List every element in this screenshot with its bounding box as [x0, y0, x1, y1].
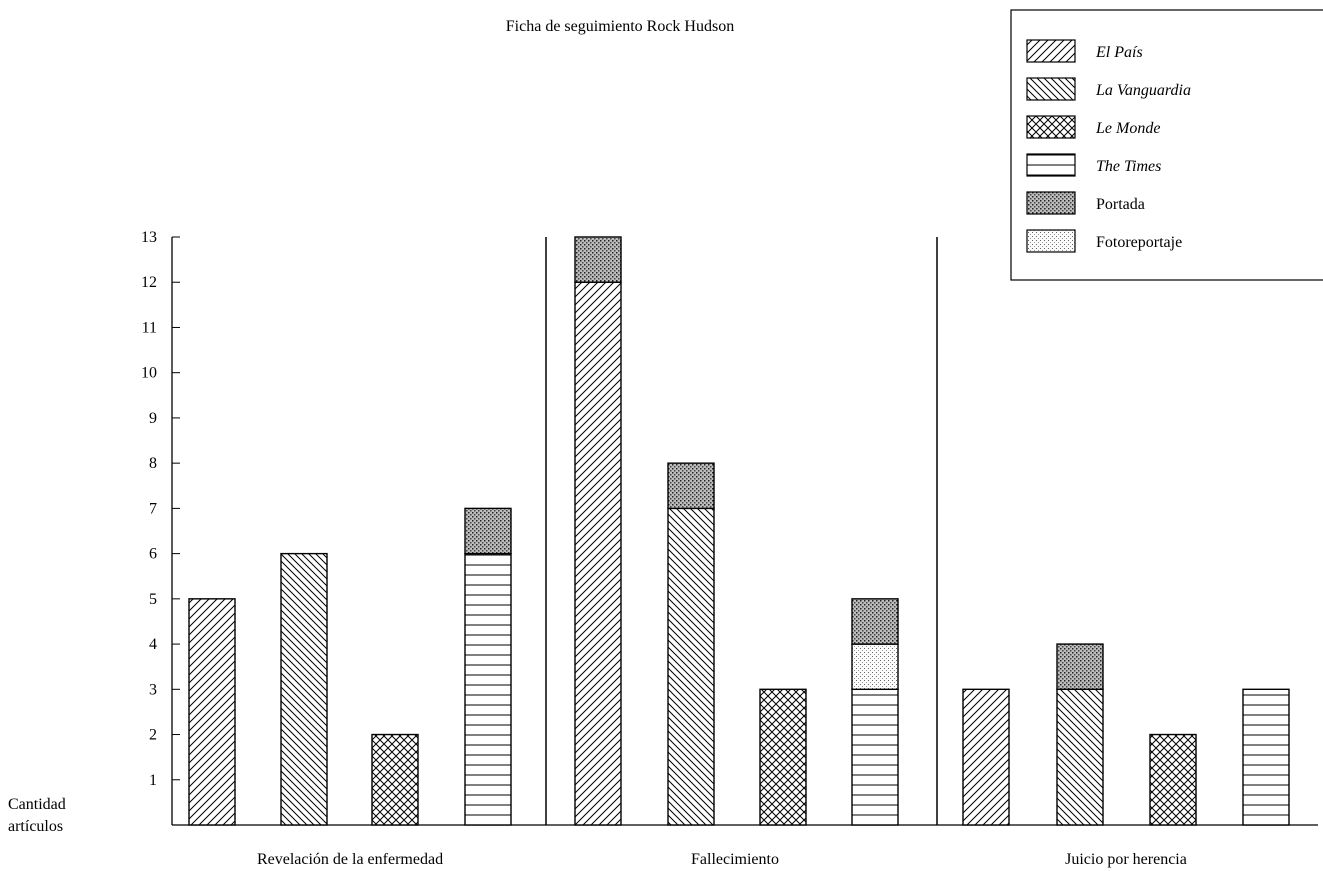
bar-2-2-articles [667, 507, 715, 826]
y-tick-label-11: 11 [142, 319, 157, 336]
y-tick-label-3: 3 [149, 681, 157, 698]
bar-2-2-portada [667, 462, 715, 510]
legend-swatch-times [1026, 153, 1076, 177]
bar-2-3-articles [759, 688, 807, 826]
bar-2-1-articles [574, 281, 622, 826]
y-tick-label-7: 7 [149, 500, 157, 517]
y-tick-label-12: 12 [141, 274, 157, 291]
y-tick-label-6: 6 [149, 546, 157, 563]
bar-1-3-articles [371, 733, 419, 826]
y-axis-label: Cantidad artículos [8, 794, 66, 838]
bar-3-1-articles [962, 688, 1010, 826]
legend-label-foto: Fotoreportaje [1096, 234, 1182, 251]
bar-3-2-articles [1056, 688, 1104, 826]
bar-3-2-portada [1056, 643, 1104, 691]
bar-2-4-articles [851, 688, 899, 826]
legend-swatch-portada [1026, 191, 1076, 215]
y-tick-label-8: 8 [149, 455, 157, 472]
x-category-label-2: Fallecimiento [691, 851, 779, 868]
bar-2-1-portada [574, 236, 622, 283]
y-tick-label-5: 5 [149, 591, 157, 608]
bar-1-4-articles [464, 552, 512, 826]
bar-3-3-articles [1149, 733, 1197, 826]
legend-label-lemonde: Le Monde [1095, 120, 1160, 137]
legend-label-portada: Portada [1096, 196, 1145, 213]
legend-swatch-foto [1026, 229, 1076, 253]
y-axis-label-line-1: Cantidad [8, 796, 66, 813]
bar-1-4-portada [464, 507, 512, 555]
y-tick-label-9: 9 [149, 410, 157, 427]
y-tick-label-4: 4 [149, 636, 157, 653]
legend-swatch-lemonde [1026, 115, 1076, 139]
legend-swatch-vanguardia [1026, 77, 1076, 101]
y-tick-label-2: 2 [149, 727, 157, 744]
bar-3-4-articles [1242, 688, 1290, 826]
legend-label-times: The Times [1096, 158, 1161, 175]
legend-label-vanguardia: La Vanguardia [1095, 82, 1191, 99]
y-tick-label-13: 13 [141, 229, 157, 246]
chart-title: Ficha de seguimiento Rock Hudson [505, 18, 735, 35]
x-category-label-1: Revelación de la enfermedad [257, 851, 443, 868]
y-tick-label-10: 10 [141, 365, 157, 382]
y-tick-label-1: 1 [149, 772, 157, 789]
bar-1-2-articles [280, 552, 328, 826]
x-category-label-3: Juicio por herencia [1065, 851, 1187, 868]
legend-label-elpais: El País [1095, 44, 1143, 61]
bar-2-4-fotoreportaje [851, 643, 899, 691]
y-axis-label-line-2: artículos [8, 818, 64, 835]
bar-1-1-articles [188, 598, 236, 826]
bar-2-4-portada [851, 598, 899, 645]
legend-swatch-elpais [1026, 39, 1076, 63]
